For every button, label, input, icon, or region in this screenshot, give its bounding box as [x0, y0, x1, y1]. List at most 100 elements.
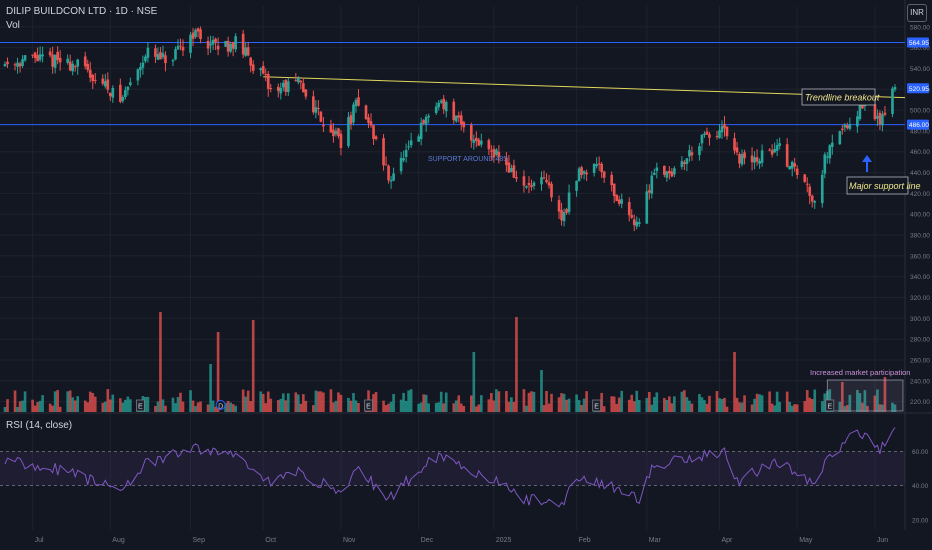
candle-body — [595, 164, 598, 167]
volume-bar — [557, 397, 561, 412]
candle-body — [349, 115, 353, 124]
candle-body — [302, 83, 305, 93]
volume-bar — [319, 391, 323, 412]
candle-body — [427, 115, 431, 118]
candle-body — [627, 202, 631, 216]
candle-body — [635, 221, 639, 227]
volume-bar — [522, 389, 526, 412]
volume-bar — [723, 397, 726, 412]
major-support-box — [846, 176, 909, 195]
candle-body — [286, 81, 290, 92]
candle-body — [637, 222, 641, 225]
candle-body — [795, 168, 799, 175]
volume-bar — [567, 398, 571, 412]
major-support-label: Major support line — [849, 181, 921, 191]
candle-body — [600, 163, 603, 173]
volume-bar — [876, 389, 879, 412]
volume-bar — [382, 400, 385, 412]
price-tick-label: 480.00 — [910, 128, 930, 135]
rsi-band — [0, 451, 905, 486]
candle-body — [103, 81, 107, 87]
volume-bar — [384, 405, 388, 412]
volume-bar — [389, 401, 393, 412]
candle-body — [372, 125, 375, 139]
volume-bar — [492, 400, 496, 412]
candle-body — [31, 54, 34, 56]
price-tick-label: 540.00 — [910, 66, 930, 73]
volume-bar — [196, 402, 200, 412]
volume-bar — [181, 401, 185, 412]
volume-bar — [111, 394, 115, 412]
event-marker — [364, 399, 373, 412]
candle-body — [317, 108, 320, 110]
candle-body — [725, 126, 729, 137]
volume-bar — [575, 394, 578, 412]
candle-body — [144, 56, 147, 62]
volume-bar — [893, 404, 897, 412]
candle-body — [294, 80, 298, 82]
volume-bar — [562, 393, 566, 412]
volume-bar — [226, 400, 230, 412]
volume-bar — [216, 332, 220, 412]
currency-badge[interactable]: INR — [907, 4, 927, 22]
candle-body — [750, 155, 754, 163]
candle-body — [698, 146, 701, 156]
volume-bar — [126, 396, 130, 412]
volume-bar — [866, 405, 869, 412]
candle-body — [758, 160, 761, 164]
volume-bar — [161, 399, 165, 412]
volume-bar — [861, 402, 864, 412]
candle-body — [683, 162, 686, 165]
candle-body — [347, 117, 350, 147]
volume-bar — [402, 392, 405, 412]
price-tick-label: 240.00 — [910, 378, 930, 385]
candle-body — [457, 115, 461, 118]
candle-body — [83, 56, 87, 67]
volume-bar — [442, 403, 446, 412]
candle-body — [615, 194, 619, 201]
candle-body — [419, 122, 423, 140]
candle-body — [181, 46, 185, 51]
volume-bar — [848, 394, 852, 412]
time-tick-label: 2025 — [496, 537, 512, 544]
candle-body — [384, 164, 388, 166]
volume-bar — [51, 405, 54, 412]
volume-bar — [790, 405, 794, 412]
level-lines — [0, 41, 906, 126]
volume-bar — [577, 400, 581, 412]
candle-body — [334, 130, 338, 135]
volume-bar — [795, 404, 799, 412]
candle-body — [284, 80, 288, 92]
volume-bar — [497, 391, 501, 412]
candle-body — [6, 61, 9, 65]
candle-body — [655, 167, 659, 171]
candle-body — [733, 138, 736, 151]
volume-bar — [715, 391, 719, 412]
volume-bar — [823, 393, 827, 412]
candle-body — [364, 105, 368, 119]
volume-bar — [66, 391, 70, 412]
volume-bar — [266, 391, 270, 412]
candle-body — [770, 150, 774, 155]
candle-body — [251, 64, 255, 71]
volume-bar — [452, 403, 456, 412]
volume-bar — [339, 394, 343, 412]
rsi-pane — [0, 427, 905, 508]
volume-bar — [206, 404, 210, 412]
volume-bar — [635, 390, 639, 412]
candle-body — [530, 185, 533, 188]
volume-bar — [858, 393, 862, 412]
candle-body — [617, 199, 621, 204]
volume-bar — [329, 389, 333, 412]
volume-bar — [760, 395, 764, 412]
candle-body — [314, 107, 318, 113]
candle-body — [101, 78, 105, 84]
volume-bar — [419, 402, 423, 412]
volume-bar — [793, 404, 797, 412]
candle-body — [881, 114, 884, 126]
price-tick-label: 420.00 — [910, 191, 930, 198]
candle-body — [299, 80, 303, 83]
candle-body — [21, 59, 24, 66]
price-tick-label: 460.00 — [910, 149, 930, 156]
